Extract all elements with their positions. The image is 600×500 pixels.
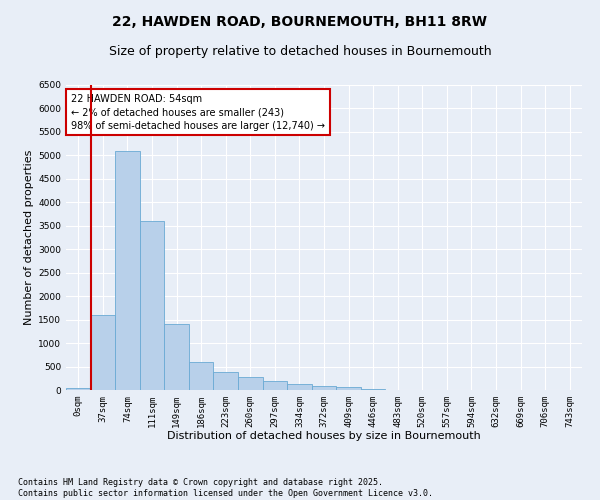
Bar [91,315,115,390]
Bar [189,362,214,390]
Text: 22 HAWDEN ROAD: 54sqm
← 2% of detached houses are smaller (243)
98% of semi-deta: 22 HAWDEN ROAD: 54sqm ← 2% of detached h… [71,94,325,130]
Bar [312,386,336,390]
Bar [336,388,361,390]
Bar [66,388,91,390]
Text: 22, HAWDEN ROAD, BOURNEMOUTH, BH11 8RW: 22, HAWDEN ROAD, BOURNEMOUTH, BH11 8RW [113,15,487,29]
Bar [287,384,312,390]
Bar [361,389,385,390]
Bar [238,377,263,390]
Bar [164,324,189,390]
Y-axis label: Number of detached properties: Number of detached properties [24,150,34,325]
Bar [263,381,287,390]
Bar [115,150,140,390]
Text: Size of property relative to detached houses in Bournemouth: Size of property relative to detached ho… [109,45,491,58]
Bar [140,221,164,390]
Bar [214,372,238,390]
Text: Contains HM Land Registry data © Crown copyright and database right 2025.
Contai: Contains HM Land Registry data © Crown c… [18,478,433,498]
X-axis label: Distribution of detached houses by size in Bournemouth: Distribution of detached houses by size … [167,432,481,442]
